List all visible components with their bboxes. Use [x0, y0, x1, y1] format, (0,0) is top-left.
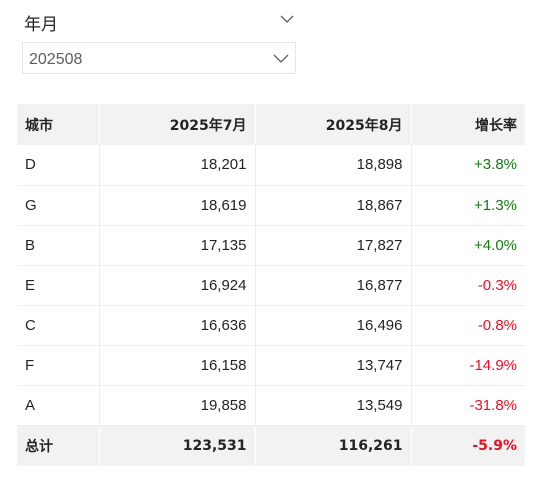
cell-jul: 16,158 [99, 345, 256, 386]
cell-aug: 13,549 [255, 385, 412, 426]
table-row[interactable]: E 16,924 16,877 -0.3% [17, 265, 525, 306]
cell-growth: +3.8% [411, 145, 525, 186]
cell-aug: 16,496 [255, 305, 412, 346]
cell-jul: 19,858 [99, 385, 256, 426]
total-aug: 116,261 [255, 425, 412, 466]
cell-city: F [17, 345, 100, 386]
cell-jul: 16,924 [99, 265, 256, 306]
cell-jul: 18,201 [99, 145, 256, 186]
cell-jul: 16,636 [99, 305, 256, 346]
chevron-down-icon[interactable] [273, 51, 289, 65]
chevron-down-icon[interactable] [280, 12, 294, 26]
table-row[interactable]: B 17,135 17,827 +4.0% [17, 225, 525, 266]
cell-growth: +1.3% [411, 185, 525, 226]
slicer-selected-value: 202508 [29, 51, 83, 68]
cell-city: A [17, 385, 100, 426]
cell-growth: +4.0% [411, 225, 525, 266]
column-header-aug[interactable]: 2025年8月 [255, 104, 412, 145]
slicer-dropdown[interactable]: 202508 [22, 42, 296, 74]
table-total-row: 总计 123,531 116,261 -5.9% [17, 425, 525, 466]
cell-aug: 13,747 [255, 345, 412, 386]
cell-jul: 17,135 [99, 225, 256, 266]
cell-growth: -14.9% [411, 345, 525, 386]
cell-city: B [17, 225, 100, 266]
cell-city: E [17, 265, 100, 306]
total-growth: -5.9% [411, 425, 525, 466]
cell-aug: 18,867 [255, 185, 412, 226]
column-header-jul[interactable]: 2025年7月 [99, 104, 256, 145]
table-header-row: 城市 2025年7月 2025年8月 增长率 [17, 104, 525, 145]
cell-aug: 18,898 [255, 145, 412, 186]
cell-growth: -31.8% [411, 385, 525, 426]
slicer-title: 年月 [24, 15, 58, 35]
cell-jul: 18,619 [99, 185, 256, 226]
column-header-growth[interactable]: 增长率 [411, 104, 525, 145]
cell-growth: -0.3% [411, 265, 525, 306]
table-row[interactable]: C 16,636 16,496 -0.8% [17, 305, 525, 346]
slicer-header[interactable]: 年月 [22, 8, 298, 35]
cell-growth: -0.8% [411, 305, 525, 346]
table-row[interactable]: F 16,158 13,747 -14.9% [17, 345, 525, 386]
total-label: 总计 [17, 425, 100, 466]
cell-aug: 16,877 [255, 265, 412, 306]
cell-city: G [17, 185, 100, 226]
table-row[interactable]: G 18,619 18,867 +1.3% [17, 185, 525, 226]
cell-aug: 17,827 [255, 225, 412, 266]
total-jul: 123,531 [99, 425, 256, 466]
cell-city: C [17, 305, 100, 346]
table-row[interactable]: A 19,858 13,549 -31.8% [17, 385, 525, 426]
city-table: 城市 2025年7月 2025年8月 增长率 D 18,201 18,898 +… [17, 104, 525, 466]
column-header-city[interactable]: 城市 [17, 104, 100, 145]
cell-city: D [17, 145, 100, 186]
table-row[interactable]: D 18,201 18,898 +3.8% [17, 145, 525, 186]
